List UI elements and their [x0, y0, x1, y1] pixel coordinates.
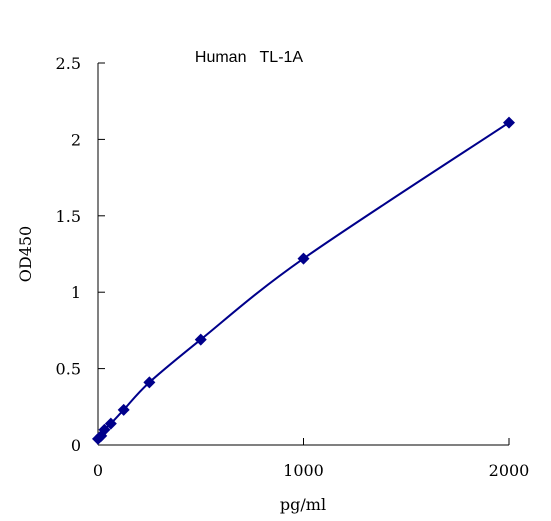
data-point	[117, 403, 130, 416]
data-points	[92, 116, 515, 445]
y-tick-label: 1.5	[56, 207, 81, 226]
x-ticks: 0 1000 2000	[93, 438, 529, 480]
x-axis-label: pg/ml	[280, 495, 326, 514]
data-point	[143, 376, 156, 389]
x-tick-label: 1000	[283, 461, 324, 480]
data-point	[194, 333, 207, 346]
chart-title: Human TL-1A	[195, 49, 304, 66]
y-tick-label: 2.5	[56, 54, 81, 73]
fit-curve	[97, 121, 510, 440]
y-ticks: 0 0.5 1 1.5 2 2.5	[56, 54, 105, 455]
data-point	[297, 252, 310, 265]
y-tick-label: 0	[71, 436, 81, 455]
y-tick-label: 0.5	[56, 360, 81, 379]
data-point	[104, 417, 117, 430]
data-point	[503, 116, 515, 129]
x-tick-label: 2000	[489, 461, 530, 480]
data-point	[98, 423, 111, 436]
y-tick-label: 2	[71, 130, 81, 149]
y-axis-label: OD450	[16, 226, 35, 282]
y-tick-label: 1	[71, 283, 81, 302]
x-tick-label: 0	[93, 461, 103, 480]
